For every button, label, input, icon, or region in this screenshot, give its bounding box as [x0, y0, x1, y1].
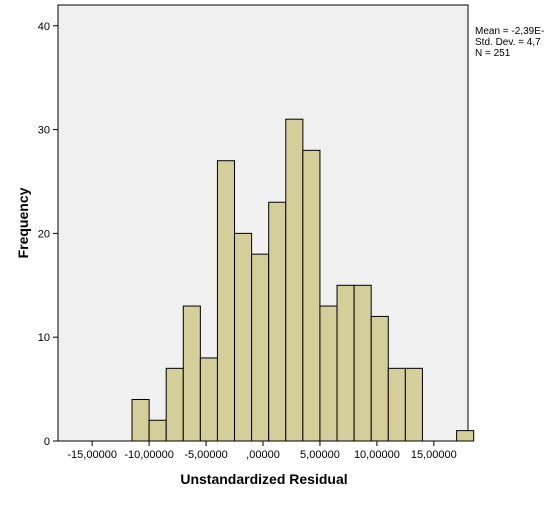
histogram-bar [336, 284, 355, 442]
y-axis-title: Frequency [15, 187, 31, 258]
x-tick-label: -15,00000 [67, 449, 117, 461]
histogram-bar [370, 315, 389, 442]
x-axis: -15,00000 -10,00000 -5,00000 ,00000 5,00000 1… [67, 441, 457, 461]
x-tick-label: -10,00000 [124, 449, 174, 461]
histogram-bar [353, 284, 372, 442]
histogram-bar [165, 367, 184, 442]
histogram-bar [302, 149, 321, 442]
histogram-bar [148, 419, 167, 442]
y-tick-label: 10 [38, 332, 50, 344]
histogram-bar [234, 232, 253, 442]
histogram-bar [199, 357, 218, 442]
x-tick-label: ,00000 [246, 449, 280, 461]
histogram-bar [404, 367, 423, 442]
histogram-bar [387, 367, 406, 442]
y-tick-label: 40 [38, 21, 50, 33]
stats-std-dev: Std. Dev. = 4,7 [475, 37, 541, 48]
bars-group [131, 118, 475, 442]
y-tick-label: 0 [44, 436, 50, 448]
x-tick-label: 5,00000 [300, 449, 340, 461]
histogram-bar [268, 201, 287, 442]
x-axis-title: Unstandardized Residual [180, 471, 347, 487]
x-tick-label: 15,00000 [411, 449, 457, 461]
histogram-bar [456, 430, 475, 442]
histogram-bar [131, 398, 150, 442]
histogram-bar [251, 253, 270, 442]
histogram-bar [285, 118, 304, 442]
histogram-bar [216, 160, 236, 442]
stats-mean: Mean = -2,39E- [475, 26, 545, 37]
y-tick-label: 30 [38, 125, 50, 137]
y-axis: 0 10 20 30 40 [38, 21, 58, 448]
y-tick-label: 20 [38, 228, 50, 240]
x-tick-label: -5,00000 [184, 449, 227, 461]
stats-box: Mean = -2,39E- Std. Dev. = 4,7 N = 251 [475, 26, 544, 59]
stats-n: N = 251 [475, 48, 511, 59]
histogram-bar [182, 305, 201, 442]
histogram-bar [319, 305, 338, 442]
x-tick-label: 10,00000 [354, 449, 400, 461]
